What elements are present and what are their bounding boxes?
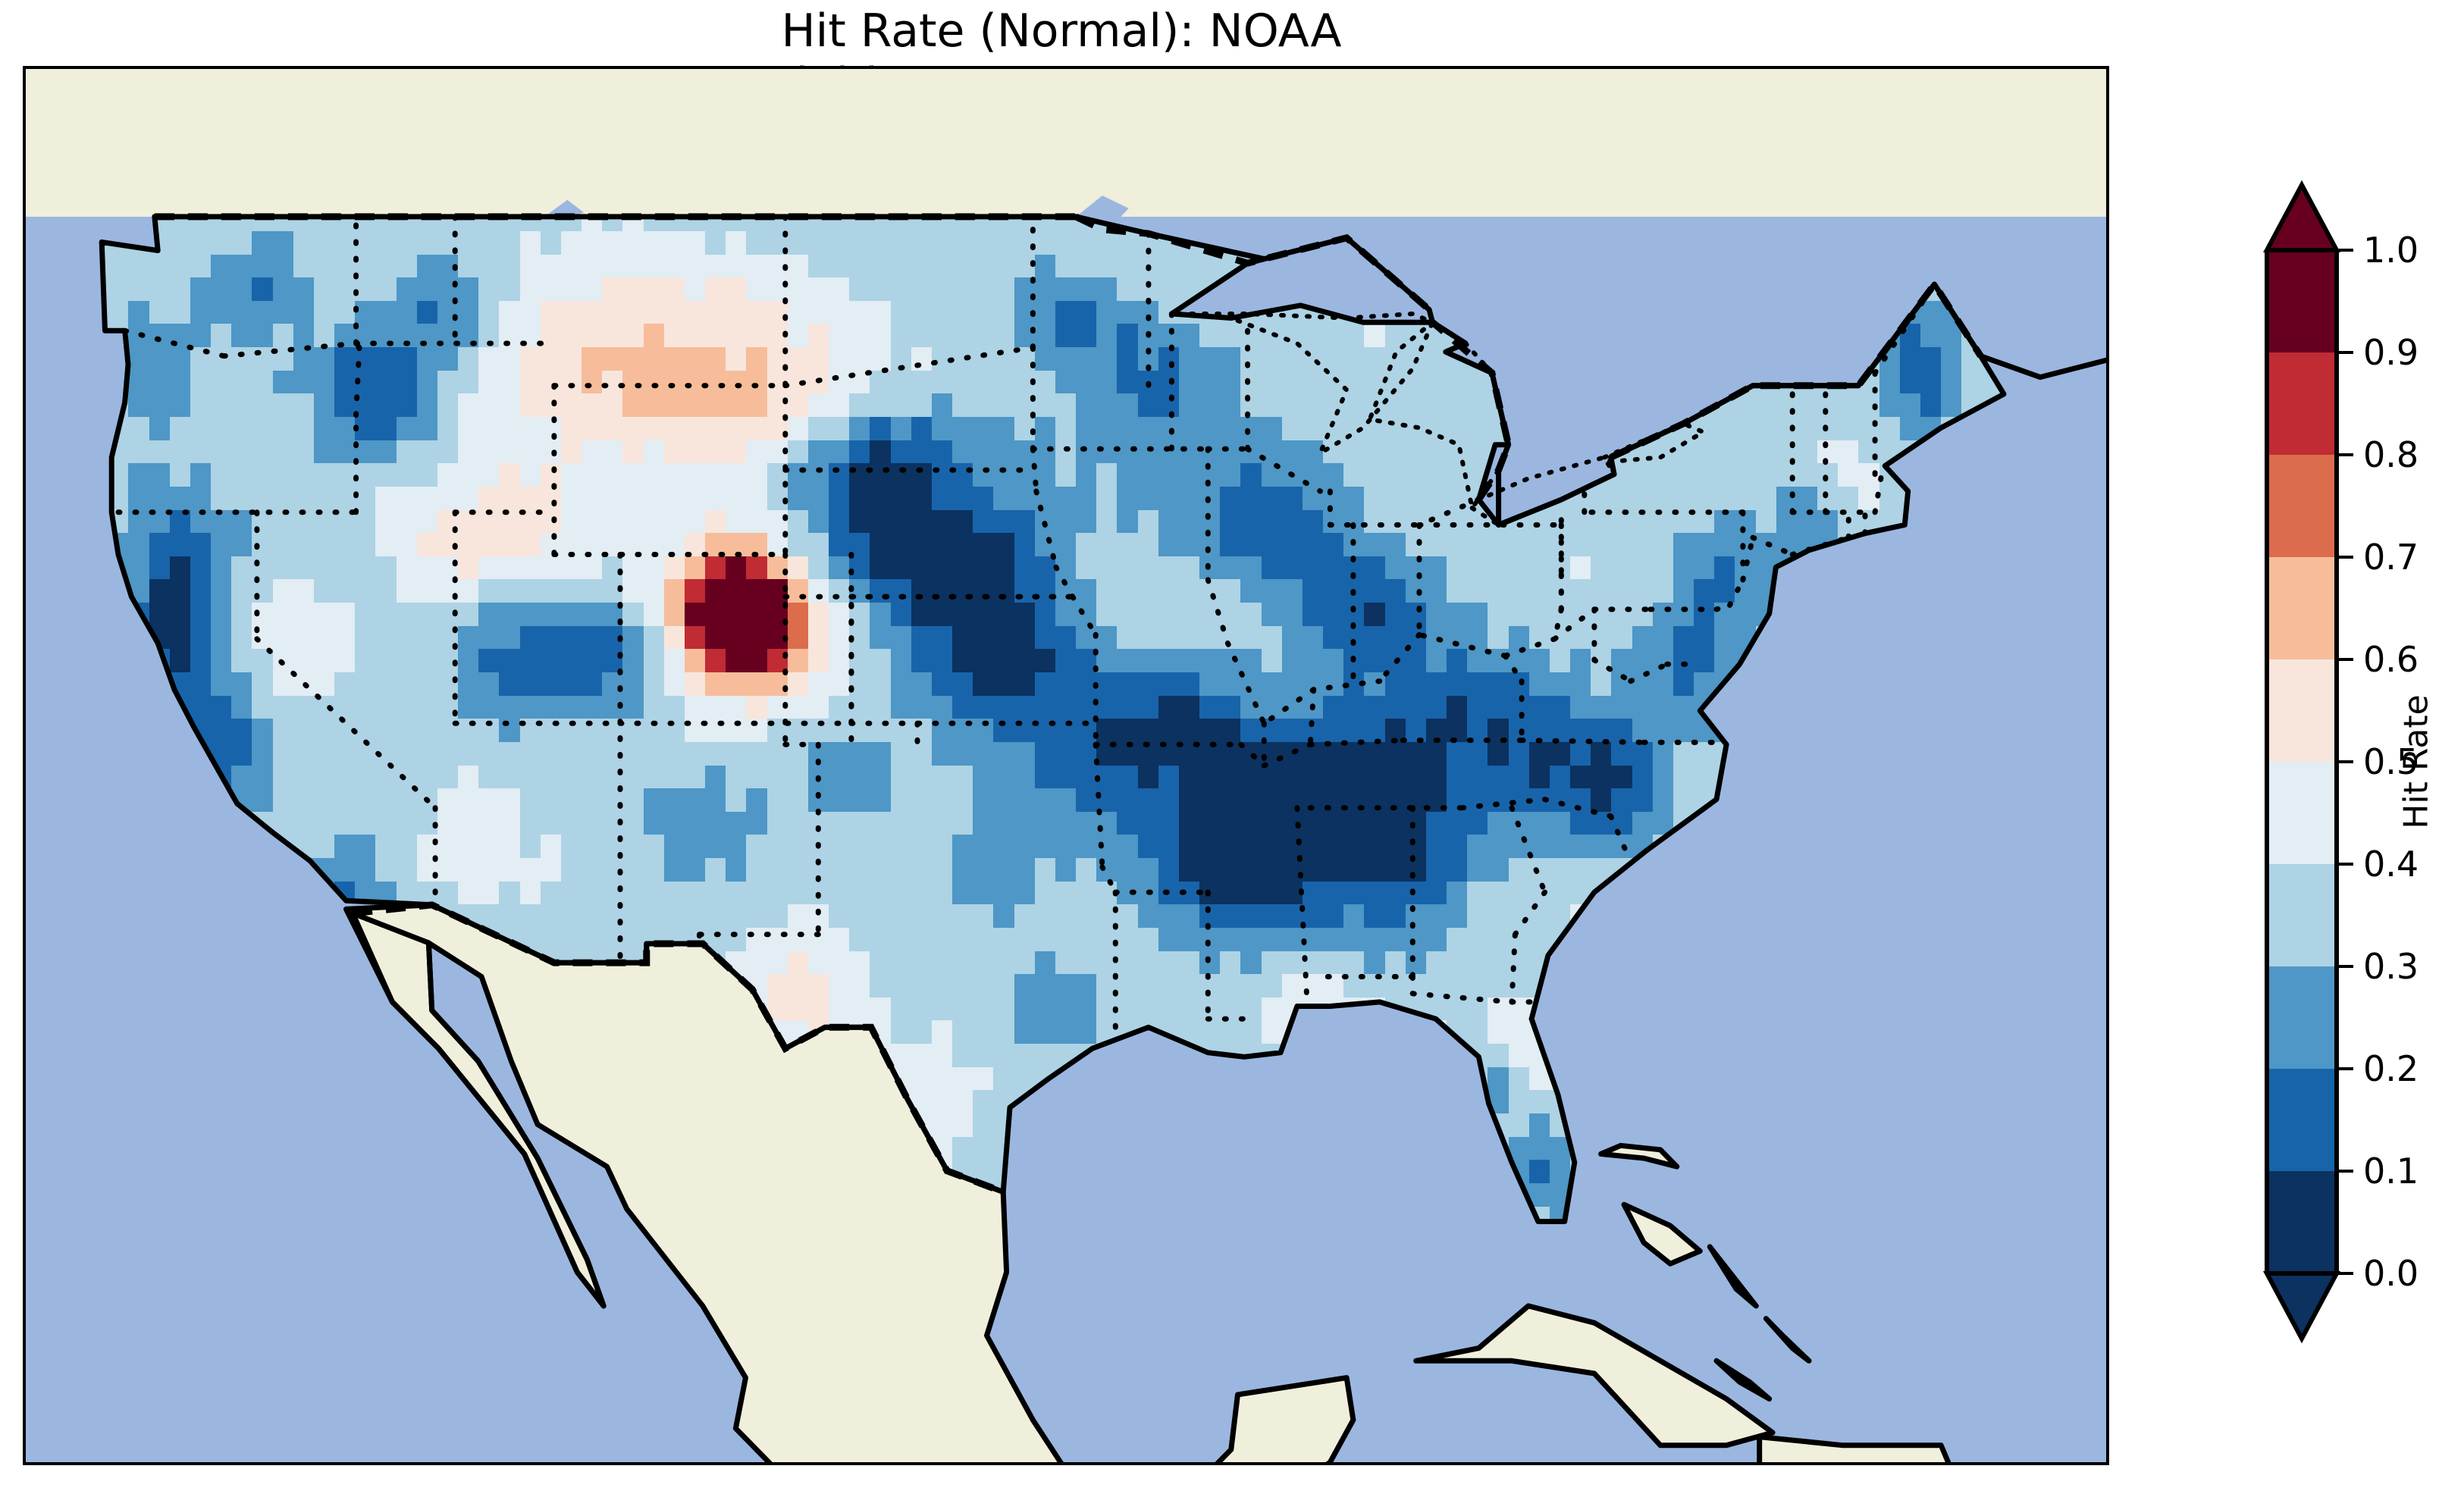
- colorbar-tick-label: 0.5: [2363, 741, 2419, 782]
- colorbar-tick-label: 0.0: [2363, 1253, 2419, 1294]
- colorbar-tick-label: 0.7: [2363, 537, 2419, 578]
- colorbar-tick-label: 0.4: [2363, 844, 2419, 885]
- map-panel[interactable]: [23, 66, 2109, 1465]
- colorbar-band: [2267, 966, 2337, 1069]
- colorbar-band: [2267, 352, 2337, 455]
- colorbar-band: [2267, 762, 2337, 864]
- colorbar-axis-label: Hit Rate: [2397, 694, 2436, 829]
- colorbar-band: [2267, 659, 2337, 762]
- colorbar-band: [2267, 1171, 2337, 1273]
- colorbar-tick-label: 1.0: [2363, 230, 2419, 271]
- colorbar-tick: [2337, 1170, 2353, 1173]
- hit-rate-heatmap-layer: [26, 69, 2106, 1462]
- colorbar-band: [2267, 250, 2337, 352]
- colorbar-tick-label: 0.8: [2363, 434, 2419, 475]
- colorbar-tick-label: 0.2: [2363, 1048, 2419, 1089]
- colorbar-tick: [2337, 1067, 2353, 1070]
- colorbar-band: [2267, 864, 2337, 966]
- colorbar-band: [2267, 455, 2337, 557]
- colorbar-tick: [2337, 863, 2353, 866]
- geography-overlay-layer: [99, 213, 2106, 1462]
- map-inner: [26, 69, 2106, 1462]
- colorbar-tick-label: 0.9: [2363, 332, 2419, 373]
- colorbar-tick: [2337, 658, 2353, 661]
- colorbar-tick: [2337, 556, 2353, 559]
- colorbar-band: [2267, 557, 2337, 659]
- colorbar-gradient: [2267, 250, 2337, 1273]
- colorbar-tick: [2337, 453, 2353, 456]
- colorbar-tick: [2337, 760, 2353, 763]
- colorbar-tick-label: 0.1: [2363, 1151, 2419, 1192]
- colorbar-band: [2267, 1069, 2337, 1171]
- colorbar-tick: [2337, 351, 2353, 354]
- colorbar-tick: [2337, 965, 2353, 968]
- colorbar-tick-label: 0.3: [2363, 946, 2419, 987]
- colorbar-tick: [2337, 249, 2353, 252]
- colorbar-tick: [2337, 1272, 2353, 1275]
- colorbar-tick-label: 0.6: [2363, 639, 2419, 680]
- colorbar[interactable]: 0.0 0.1 0.2 0.3 0.4 0.5 0.6 0.7 0.8 0.9 1.0 Hit Ra…: [2240, 114, 2464, 1402]
